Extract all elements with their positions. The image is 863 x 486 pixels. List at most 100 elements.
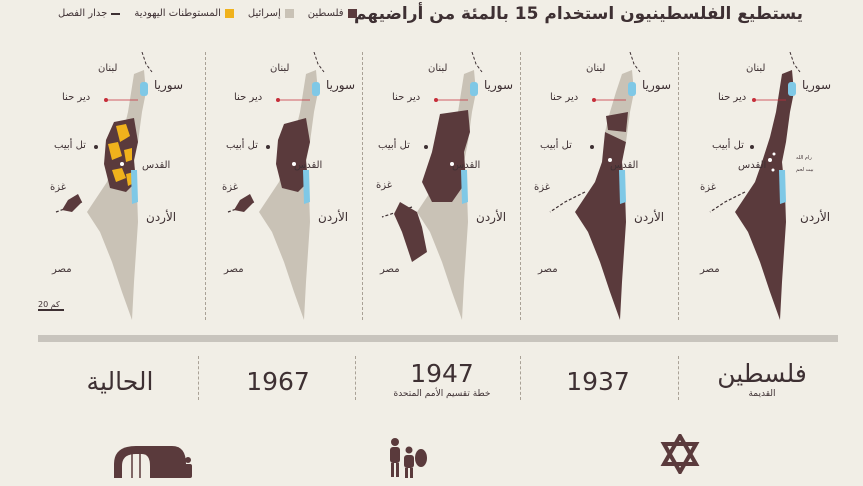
period-subtitle: القديمة [748, 389, 776, 399]
legend-swatch [347, 9, 357, 18]
label-lebanon: لبنان [746, 63, 766, 74]
settlement-patch [108, 142, 122, 160]
lake-tiberias [628, 82, 636, 96]
label-gaza: غزة [50, 182, 66, 193]
scale-bar [38, 309, 64, 311]
palestine-gaza-strip [394, 202, 427, 262]
map-svg [549, 51, 641, 320]
legend-label: فلسطين [307, 8, 344, 19]
label-jerusalem: القدس [142, 160, 171, 171]
palestine-west-bank [276, 118, 310, 192]
label-lebanon: لبنان [98, 63, 118, 74]
lake-tiberias [312, 82, 320, 96]
northern-border-line [313, 51, 325, 73]
label-tel-aviv: تل أبيب [712, 140, 744, 151]
label-deir-hanna: دير حنا [234, 92, 263, 103]
label-gaza: غزة [700, 182, 716, 193]
lake-tiberias [788, 82, 796, 96]
palestine-territory [735, 70, 794, 320]
label-jerusalem: القدس [738, 160, 767, 171]
label-deir-hanna: دير حنا [718, 92, 747, 103]
label-egypt: مصر [224, 264, 244, 275]
label-egypt: مصر [380, 264, 400, 275]
legend-label: إسرائيل [247, 8, 281, 19]
scale-label: 20 كم [38, 300, 60, 309]
refugee-family-icon [390, 438, 427, 478]
label-gaza: غزة [376, 180, 392, 191]
northern-border-line [629, 51, 641, 73]
map-current: لبنان سوريا دير حنا تل أبيب القدس غزة ال… [42, 51, 202, 327]
period-title: 1937 [566, 367, 630, 396]
label-syria: سوريا [642, 78, 672, 92]
label-egypt: مصر [700, 264, 720, 275]
dead-sea [131, 170, 138, 204]
label-tel-aviv: تل أبيب [378, 140, 410, 151]
legend-item-palestine: فلسطين [308, 8, 357, 19]
label-jerusalem: القدس [610, 160, 639, 171]
label-tel-aviv: تل أبيب [54, 140, 86, 151]
label-tel-aviv: تل أبيب [226, 140, 258, 151]
period-divider [520, 356, 521, 400]
label-jordan: الأردن [634, 210, 665, 224]
label-lebanon: لبنان [586, 63, 606, 74]
label-tel-aviv: تل أبيب [540, 140, 572, 151]
map-svg [55, 51, 153, 320]
map-svg [227, 51, 325, 320]
settlement-patch [112, 168, 126, 182]
wall-line [709, 191, 746, 213]
period-title: 1947 [410, 359, 474, 388]
label-gaza: غزة [222, 182, 238, 193]
settlement-patch [116, 124, 130, 142]
legend-label: جدار الفصل [58, 8, 108, 19]
map-1947: لبنان سوريا دير حنا تل أبيب القدس غزة ال… [372, 51, 532, 327]
label-syria: سوريا [802, 78, 832, 92]
palestine-north [606, 112, 628, 132]
northern-border-line [141, 51, 153, 73]
column-divider [520, 52, 521, 320]
settlement-patch [124, 148, 132, 162]
palestine-gaza-strip [62, 194, 82, 212]
period-title: الحالية [86, 367, 154, 396]
label-lebanon: لبنان [270, 63, 290, 74]
label-ramallah: رام الله [796, 155, 812, 161]
column-divider [362, 52, 363, 320]
map-svg [709, 51, 801, 320]
lake-tiberias [470, 82, 478, 96]
label-syria: سوريا [326, 78, 356, 92]
period-subtitle: خطة تقسيم الأمم المتحدة [393, 389, 491, 399]
period-1967: 1967 [208, 357, 348, 397]
label-jordan: الأردن [318, 210, 349, 224]
dead-sea [303, 170, 310, 204]
label-jordan: الأردن [800, 210, 831, 224]
map-1937: لبنان سوريا دير حنا تل أبيب القدس غزة ال… [530, 51, 690, 327]
map-ancient: لبنان سوريا دير حنا تل أبيب القدس رام ال… [690, 51, 850, 327]
legend-item-wall: جدار الفصل [58, 8, 121, 19]
label-jordan: الأردن [476, 210, 507, 224]
refugee-camp-icon [114, 446, 192, 478]
legend-swatch [111, 12, 121, 15]
label-lebanon: لبنان [428, 63, 448, 74]
legend: فلسطين إسرائيل المستوطنات اليهودية جدار … [58, 8, 357, 19]
period-1947: 1947 خطة تقسيم الأمم المتحدة [372, 357, 512, 399]
label-deir-hanna: دير حنا [550, 92, 579, 103]
dead-sea [619, 170, 626, 204]
label-deir-hanna: دير حنا [392, 92, 421, 103]
wall-line [549, 191, 586, 213]
period-divider [678, 356, 679, 400]
column-divider [205, 52, 206, 320]
separator-bar [38, 335, 838, 342]
label-syria: سوريا [154, 78, 184, 92]
label-jerusalem: القدس [452, 160, 481, 171]
period-1937: 1937 [528, 357, 668, 397]
period-divider [355, 356, 356, 400]
label-deir-hanna: دير حنا [62, 92, 91, 103]
label-gaza: غزة [534, 182, 550, 193]
column-divider [678, 52, 679, 320]
map-1967: لبنان سوريا دير حنا تل أبيب القدس غزة ال… [214, 51, 374, 327]
star-of-david-icon [660, 434, 700, 474]
palestine-gaza-strip [234, 194, 254, 212]
legend-item-settlements: المستوطنات اليهودية [134, 8, 234, 19]
legend-swatch [224, 9, 234, 18]
label-jerusalem: القدس [294, 160, 323, 171]
label-bethlehem: بيت لحم [796, 167, 814, 173]
